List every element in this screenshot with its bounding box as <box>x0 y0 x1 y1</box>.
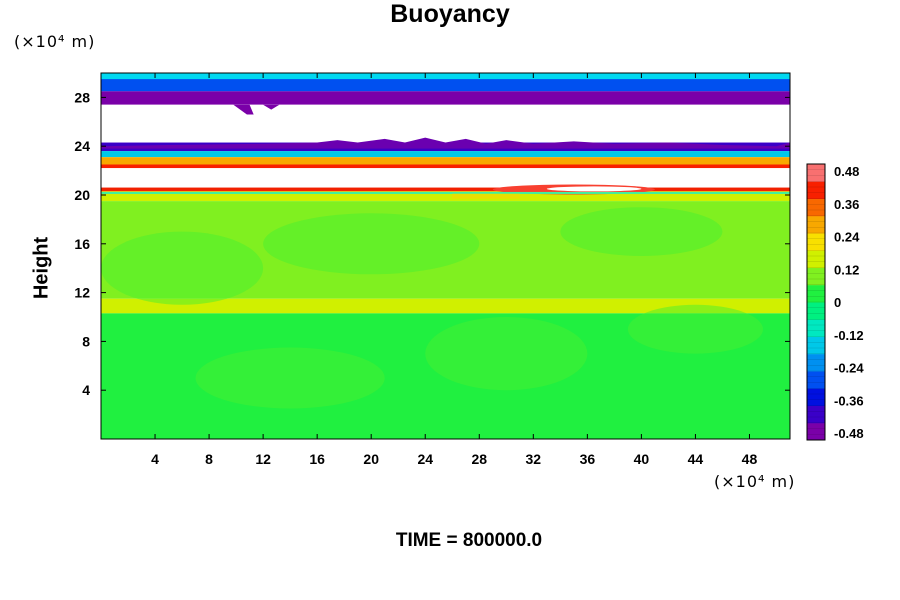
white-lens-core <box>546 186 642 192</box>
colorbar-swatch-15 <box>807 164 825 182</box>
colorbar-swatch-7 <box>807 302 825 320</box>
colorbar-tick-label-3: 0.12 <box>834 262 859 277</box>
x-axis: 4 8 12 16 20 24 28 32 36 40 44 48 <box>151 73 757 467</box>
red-line-upper <box>101 187 790 190</box>
y-tick-label-20: 20 <box>74 187 90 203</box>
y-tick-label-8: 8 <box>82 333 90 349</box>
heatmap-band-9 <box>101 191 790 202</box>
time-label-text: TIME = 800000.0 <box>395 530 543 551</box>
colorbar-swatch-9 <box>807 267 825 286</box>
colorbar-swatch-12 <box>807 215 825 234</box>
colorbar-swatch-6 <box>807 319 825 337</box>
colorbar-tick-label-7: -0.36 <box>834 393 864 408</box>
heatmap-band-2 <box>101 104 790 143</box>
x-tick-label-4: 4 <box>151 451 159 467</box>
x-tick-label-12: 12 <box>255 451 271 467</box>
colorbar-swatch-13 <box>807 198 825 217</box>
y-tick-label-16: 16 <box>74 236 90 252</box>
green-mottle-1 <box>263 213 480 275</box>
purple-wisp-mid <box>263 104 280 110</box>
colorbar-tick-label-2: 0.24 <box>834 230 860 245</box>
heatmap-features <box>101 73 790 409</box>
y-axis: 4 8 12 16 20 24 28 <box>74 89 790 398</box>
green-mottle-0 <box>101 231 264 305</box>
y-tick-label-28: 28 <box>74 89 90 105</box>
yellow-patch <box>452 193 520 199</box>
y-tick-label-4: 4 <box>82 382 90 398</box>
time-label: TIME = 800000.0 <box>0 530 900 552</box>
purple-crest <box>101 137 790 149</box>
heatmap-band-1 <box>101 91 790 105</box>
colorbar-swatch-1 <box>807 405 825 424</box>
purple-wisp-left <box>233 104 254 115</box>
x-tick-label-20: 20 <box>363 451 379 467</box>
y-tick-label-24: 24 <box>74 138 90 154</box>
chart-title: Buoyancy <box>390 0 510 28</box>
heatmap-band-7 <box>101 168 790 188</box>
top-cyan-fringe <box>101 73 790 80</box>
heatmap-band-11 <box>101 298 790 314</box>
colorbar-tick-label-4: 0 <box>834 295 841 310</box>
y-tick-label-12: 12 <box>74 285 90 301</box>
heatmap-band-4 <box>101 151 790 158</box>
colorbar-swatch-10 <box>807 250 825 268</box>
x-tick-label-36: 36 <box>580 451 596 467</box>
x-tick-label-8: 8 <box>205 451 213 467</box>
x-tick-label-48: 48 <box>742 451 758 467</box>
x-tick-label-24: 24 <box>417 451 433 467</box>
x-tick-label-32: 32 <box>526 451 542 467</box>
colorbar-swatch-3 <box>807 371 825 389</box>
colorbar-swatch-5 <box>807 336 825 355</box>
x-tick-label-44: 44 <box>688 451 704 467</box>
colorbar-swatch-11 <box>807 233 825 251</box>
teal-line <box>101 191 790 194</box>
x-tick-label-28: 28 <box>471 451 487 467</box>
x-tick-label-16: 16 <box>309 451 325 467</box>
green-mottle-5 <box>627 304 763 354</box>
colorbar-tick-label-1: 0.36 <box>834 197 859 212</box>
colorbar-swatch-2 <box>807 388 825 406</box>
x-axis-unit: (×10⁴ m) <box>714 472 796 491</box>
green-mottle-3 <box>560 207 723 256</box>
colorbar-swatch-8 <box>807 284 825 303</box>
x-tick-label-40: 40 <box>634 451 650 467</box>
colorbar-swatch-14 <box>807 181 825 199</box>
colorbar: 0.48 0.36 0.24 0.12 0 -0.12 -0.24 -0.36 -0.48 <box>806 163 864 441</box>
colorbar-swatch-0 <box>807 422 825 441</box>
green-mottle-2 <box>425 317 588 391</box>
colorbar-swatch-4 <box>807 353 825 372</box>
y-axis-unit: (×10⁴ m) <box>14 32 96 51</box>
colorbar-tick-label-0: 0.48 <box>834 164 859 179</box>
plot-frame <box>100 72 791 440</box>
heatmap-band-6 <box>101 164 790 169</box>
colorbar-tick-label-5: -0.12 <box>834 328 864 343</box>
colorbar-tick-label-6: -0.24 <box>834 361 864 376</box>
heatmap-band-5 <box>101 157 790 165</box>
green-mottle-4 <box>195 347 385 409</box>
colorbar-tick-label-8: -0.48 <box>834 426 864 441</box>
colorbar-frame <box>806 163 826 441</box>
